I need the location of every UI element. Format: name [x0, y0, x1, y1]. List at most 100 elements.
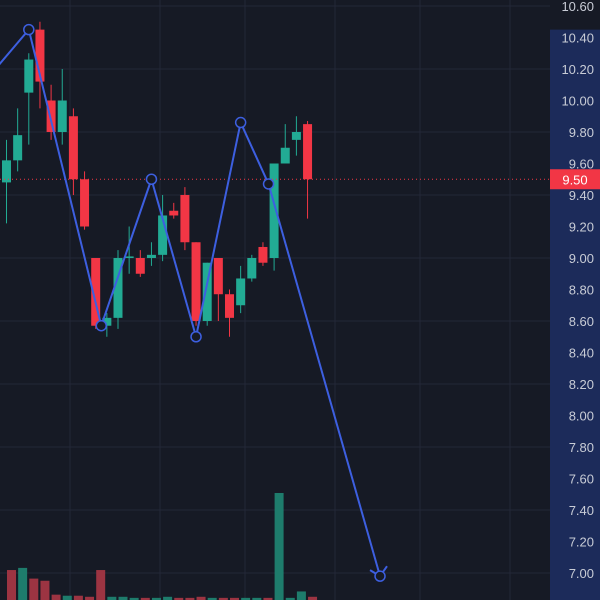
volume-bar — [62, 595, 72, 600]
grid-lines — [0, 0, 550, 600]
volume-bar — [140, 597, 150, 600]
volume-bars — [7, 493, 318, 600]
candle — [169, 202, 179, 219]
candle — [180, 187, 190, 251]
volume-bar — [118, 596, 128, 600]
y-tick-label: 7.40 — [569, 503, 594, 518]
y-tick-label: 8.20 — [569, 377, 594, 392]
y-tick-label: 7.80 — [569, 440, 594, 455]
candle-body — [135, 258, 145, 274]
candle-body — [46, 100, 56, 132]
y-tick-label: 9.40 — [569, 188, 594, 203]
y-tick-label: 10.20 — [561, 62, 594, 77]
candle — [213, 258, 223, 321]
pattern-point-handle[interactable] — [262, 178, 275, 190]
volume-bar — [274, 493, 284, 600]
y-tick-label: 8.60 — [569, 314, 594, 329]
candle-body — [191, 242, 201, 321]
volume-bar — [40, 580, 50, 600]
candle — [2, 139, 11, 224]
candle-body — [113, 258, 123, 318]
pattern-point-handle[interactable] — [23, 23, 35, 36]
pattern-point-handle[interactable] — [95, 319, 108, 332]
candle-body — [124, 256, 134, 258]
y-tick-label: 9.20 — [569, 220, 594, 235]
candle-body — [102, 317, 112, 326]
candle-body — [291, 132, 301, 140]
candle — [80, 171, 90, 230]
y-tick-label: 8.40 — [569, 346, 594, 361]
pattern-point-handle[interactable] — [374, 570, 386, 582]
volume-bar — [73, 595, 83, 600]
candle-body — [57, 100, 67, 132]
y-tick-label: 7.60 — [569, 472, 594, 487]
volume-bar — [129, 597, 139, 600]
candle-body — [35, 29, 45, 82]
candle — [247, 254, 257, 282]
candle — [113, 250, 123, 329]
candle-body — [68, 116, 78, 180]
pattern-point-handle[interactable] — [145, 173, 158, 185]
y-tick-label: 9.80 — [569, 125, 594, 140]
volume-bar — [241, 597, 251, 600]
candle-body — [247, 258, 257, 279]
y-tick-label: 10.40 — [561, 31, 594, 46]
candle — [258, 242, 268, 266]
volume-bar — [107, 596, 117, 600]
volume-bar — [207, 597, 217, 600]
volume-bar — [285, 597, 295, 600]
candle-body — [225, 294, 234, 318]
y-tick-label: 10.00 — [561, 94, 594, 109]
candle-body — [280, 147, 290, 164]
candle — [146, 242, 156, 266]
volume-bar — [230, 597, 239, 600]
candle-body — [158, 215, 168, 255]
candle — [202, 262, 212, 326]
pattern-point-handle[interactable] — [234, 116, 247, 129]
price-axis[interactable]: 7.00 7.20 7.40 7.60 7.80 8.00 8.20 8.40 8.60 8.80… — [550, 0, 600, 600]
current-price-label: 9.50 — [562, 172, 587, 187]
volume-bar — [7, 570, 16, 600]
volume-bar — [163, 596, 173, 600]
volume-bar — [18, 567, 28, 600]
volume-bar — [296, 591, 306, 600]
volume-bar — [174, 597, 184, 600]
candle — [57, 69, 67, 145]
candle-body — [91, 258, 101, 326]
current-price-tag — [550, 169, 600, 190]
y-tick-label: 10.60 — [561, 0, 594, 14]
candle-body — [80, 179, 90, 227]
volume-bar — [185, 597, 195, 600]
candle — [24, 53, 34, 145]
y-tick-label: 7.00 — [569, 566, 594, 581]
volume-bar — [308, 596, 318, 600]
volume-bar — [85, 596, 95, 600]
zigzag-line[interactable] — [0, 28, 381, 577]
candle — [236, 265, 246, 314]
y-tick-label: 8.00 — [569, 409, 594, 424]
candle-body — [169, 210, 179, 216]
volume-bar — [252, 597, 262, 600]
y-tick-label: 9.00 — [569, 251, 594, 266]
volume-bar — [196, 596, 206, 600]
candle — [46, 84, 56, 140]
price-axis-highlight-range — [550, 29, 600, 600]
candle-body — [202, 262, 212, 321]
candle — [158, 195, 168, 262]
candle-body — [258, 246, 268, 263]
candle-body — [236, 278, 246, 306]
pattern-point-handle[interactable] — [190, 331, 202, 343]
candlesticks — [2, 21, 313, 337]
candle — [291, 116, 301, 156]
candle — [269, 163, 279, 271]
volume-bar — [29, 578, 39, 600]
candle — [303, 120, 313, 219]
candle-body — [269, 163, 279, 258]
candle — [13, 108, 23, 172]
y-tick-label: 9.60 — [569, 157, 594, 172]
candle-body — [213, 258, 223, 295]
candle-body — [24, 59, 34, 93]
candle-body — [146, 254, 156, 258]
volume-bar — [263, 597, 273, 600]
